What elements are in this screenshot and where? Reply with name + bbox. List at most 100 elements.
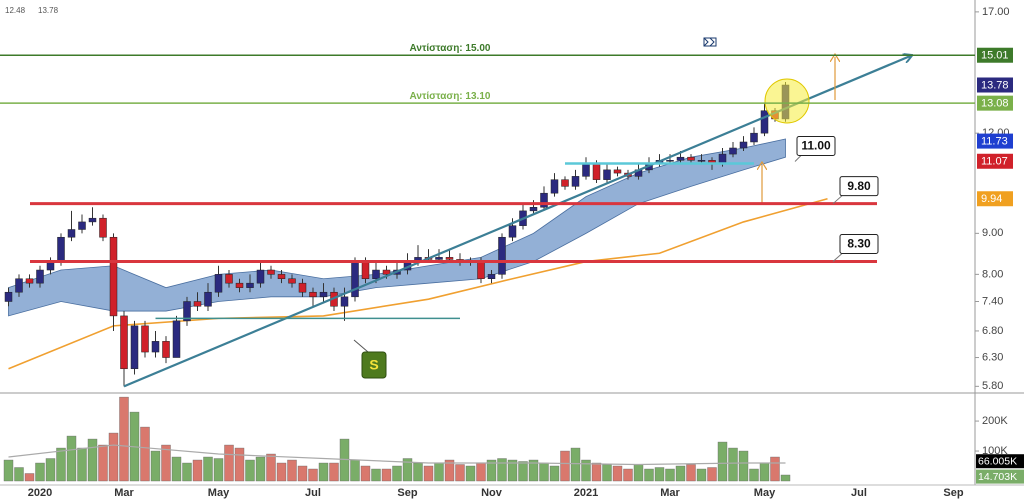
label-box [839, 176, 879, 197]
price-badge [977, 191, 1013, 207]
volume-bar [707, 467, 717, 482]
volume-bar [108, 432, 119, 482]
volume-bar [581, 459, 591, 482]
pointer [832, 195, 843, 205]
candle-body [739, 141, 748, 149]
volume-bar [14, 467, 24, 482]
volume-bar [234, 447, 245, 482]
price-badge-label: 13.78 [981, 79, 1009, 91]
candle-body [445, 257, 454, 260]
volume-bar [413, 462, 423, 482]
candle-body [267, 269, 275, 275]
candle-body [571, 176, 580, 187]
volume-bar [623, 468, 633, 482]
volume-bar [182, 462, 192, 482]
volume-bar [161, 444, 171, 482]
candle-body [508, 225, 517, 238]
candle-body [372, 269, 380, 279]
highlight-circle [764, 78, 810, 124]
volume-bar [654, 467, 665, 482]
volume-bar [381, 468, 392, 482]
volume-bar [612, 465, 623, 482]
candle-body [487, 274, 496, 279]
candle-body [204, 291, 212, 307]
candle-body [120, 315, 128, 370]
candle-body [750, 132, 758, 143]
y-tick-label: 8.00 [982, 268, 1003, 280]
candle-body [4, 291, 13, 302]
volume-bar [476, 462, 486, 482]
volume-bar [350, 459, 360, 482]
pointer [353, 339, 369, 353]
volume-bar [444, 459, 455, 482]
y-tick-label: 6.80 [982, 325, 1003, 337]
volume-bar [3, 459, 14, 482]
candle-body [99, 217, 107, 238]
price-badge [977, 153, 1013, 169]
support-label: 8.30 [847, 237, 871, 251]
candle-body [666, 160, 674, 162]
volume-bar [602, 464, 612, 482]
plot [3, 55, 912, 482]
volume-bar [465, 465, 476, 482]
volume-bar [192, 459, 203, 482]
x-tick-label: Jul [305, 487, 321, 499]
volume-bar [696, 468, 707, 482]
candle-body [718, 153, 727, 164]
x-tick-label: Mar [660, 487, 680, 499]
volume-bar [150, 450, 161, 482]
candle-body [78, 221, 86, 230]
candle-body [498, 236, 506, 275]
candle-body [550, 179, 559, 194]
price-badge-label: 13.08 [981, 98, 1009, 110]
candle-body [151, 341, 160, 353]
candle-body [225, 274, 233, 284]
candle-body [256, 269, 265, 284]
flag-icon [703, 37, 717, 47]
signal-badge [361, 351, 387, 379]
volume-bar [455, 464, 465, 482]
volume-bar [402, 458, 413, 482]
price-badge [977, 77, 1013, 93]
volume-bar [434, 462, 444, 482]
y-tick-label: 9.00 [982, 227, 1003, 239]
volume-bar [245, 459, 255, 482]
header-value: 13.78 [38, 6, 59, 15]
candle-body [529, 207, 538, 212]
volume-bar [308, 468, 318, 482]
volume-bar [486, 459, 497, 482]
y-tick-label: 17.00 [982, 6, 1010, 18]
volume-bar [549, 465, 560, 482]
candle-body [477, 261, 485, 279]
volume-bar [570, 447, 581, 482]
x-tick-label: May [208, 487, 230, 499]
x-tick-label: Nov [481, 487, 503, 499]
volume-bar [318, 462, 329, 482]
volume-bar [507, 459, 518, 482]
candle-body [687, 156, 695, 161]
candle-body [193, 301, 202, 307]
volume-bar [675, 465, 686, 482]
signal-icon: S [369, 357, 378, 373]
resistance-label: Αντίσταση: 13.10 [410, 91, 491, 102]
volume-bar [528, 459, 539, 482]
line-label: 11.00 [801, 139, 831, 153]
volume-bar [738, 450, 749, 482]
volume-bar [539, 462, 549, 482]
candle-body [235, 282, 244, 288]
candle-body [214, 274, 223, 293]
candle-body [109, 236, 118, 317]
volume-badge [976, 454, 1024, 469]
candle-body [351, 261, 359, 298]
candle-body [88, 217, 97, 223]
candle-body [697, 160, 706, 162]
volume-bar [770, 456, 780, 482]
x-tick-label: 2020 [28, 487, 52, 499]
header-value: 12.48 [5, 6, 26, 15]
volume-bar [119, 396, 129, 482]
pointer [832, 253, 843, 262]
candle-body [561, 179, 569, 187]
volume-bar [392, 465, 402, 482]
volume-bar [171, 456, 182, 482]
volume-bar [665, 468, 675, 482]
